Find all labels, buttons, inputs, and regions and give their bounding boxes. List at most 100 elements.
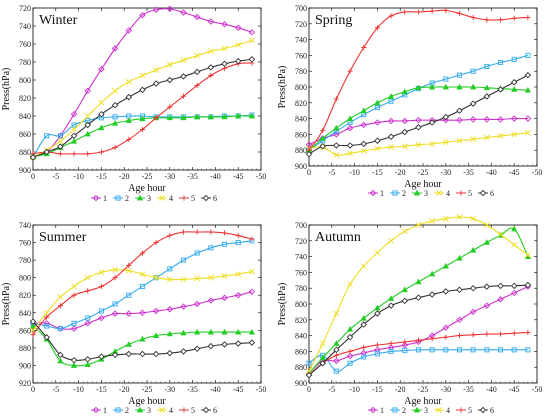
data-point xyxy=(166,61,173,68)
series-line-1 xyxy=(32,291,253,330)
y-axis-label: Press(hPa) xyxy=(1,68,12,111)
data-point xyxy=(346,326,354,332)
series-line-1 xyxy=(32,8,253,158)
data-point xyxy=(180,303,187,310)
legend-label: 1 xyxy=(103,406,107,415)
data-point xyxy=(98,110,105,118)
y-tick-label: 720 xyxy=(295,237,307,246)
data-point xyxy=(374,99,381,106)
data-point xyxy=(374,351,380,357)
data-point xyxy=(443,347,449,353)
data-point xyxy=(153,239,159,246)
data-point xyxy=(470,347,476,353)
series-5 xyxy=(306,329,531,378)
x-tick-label: -10 xyxy=(349,385,360,394)
y-tick-label: 760 xyxy=(19,239,31,248)
data-point xyxy=(180,329,187,336)
data-point xyxy=(401,341,408,349)
data-point xyxy=(207,113,214,120)
data-point xyxy=(333,352,339,358)
data-point xyxy=(126,136,132,142)
data-point xyxy=(153,115,159,121)
data-point xyxy=(511,225,518,232)
legend-label: 5 xyxy=(468,189,472,198)
data-point xyxy=(70,362,78,368)
data-point xyxy=(234,291,242,299)
data-point xyxy=(429,218,436,224)
data-point xyxy=(333,142,340,149)
data-point xyxy=(511,56,517,62)
data-point xyxy=(524,129,531,136)
data-point xyxy=(167,104,173,110)
data-point xyxy=(167,232,173,239)
data-point xyxy=(511,86,518,92)
series-6 xyxy=(29,56,256,161)
data-point xyxy=(111,101,119,109)
x-tick-label: -25 xyxy=(142,385,153,394)
data-point xyxy=(125,267,132,274)
data-point xyxy=(361,354,367,360)
data-point xyxy=(483,222,490,228)
data-point xyxy=(180,9,187,16)
y-tick-label: 840 xyxy=(19,112,31,121)
legend: 1 2 3 4 5 6 xyxy=(91,406,217,415)
y-tick-label: 900 xyxy=(295,379,307,388)
data-point xyxy=(346,352,354,360)
x-tick-label: -25 xyxy=(142,172,153,181)
data-point xyxy=(456,83,463,90)
data-point xyxy=(112,301,118,307)
data-point xyxy=(125,341,132,347)
data-point xyxy=(207,328,214,335)
data-point xyxy=(388,144,394,150)
y-tick-label: 820 xyxy=(295,99,307,108)
legend-label: 5 xyxy=(191,406,195,415)
x-tick-label: -45 xyxy=(509,168,520,177)
x-tick-label: 0 xyxy=(31,172,35,181)
data-point xyxy=(180,229,187,235)
legend-label: 6 xyxy=(490,189,494,198)
data-point xyxy=(306,360,312,366)
data-point xyxy=(319,360,326,367)
data-point xyxy=(166,76,174,84)
data-point xyxy=(510,115,518,122)
data-point xyxy=(484,17,490,23)
data-point xyxy=(374,310,381,317)
legend-marker xyxy=(436,407,442,413)
data-point xyxy=(166,5,174,13)
data-point xyxy=(415,222,422,228)
data-point xyxy=(497,116,504,123)
data-point xyxy=(347,281,353,288)
data-point xyxy=(360,315,367,321)
x-tick-label: -35 xyxy=(187,385,198,394)
data-point xyxy=(511,15,517,21)
data-point xyxy=(248,328,255,335)
data-point xyxy=(319,340,326,347)
data-point xyxy=(374,304,381,311)
data-point xyxy=(428,291,436,298)
data-point xyxy=(152,80,160,87)
data-point xyxy=(387,133,395,141)
data-point xyxy=(497,347,504,353)
data-point xyxy=(57,357,64,364)
data-point xyxy=(346,124,354,132)
data-point xyxy=(333,346,340,354)
y-tick-label: 780 xyxy=(19,58,31,67)
data-point xyxy=(29,322,37,329)
y-tick-label: 860 xyxy=(295,347,307,356)
series-4 xyxy=(30,266,255,334)
data-point xyxy=(98,283,104,290)
data-point xyxy=(374,342,380,348)
data-point xyxy=(208,229,214,235)
data-point xyxy=(207,48,214,55)
plot-frame xyxy=(32,7,262,171)
data-point xyxy=(221,341,228,348)
legend-marker xyxy=(458,190,464,196)
data-point xyxy=(320,127,326,134)
y-tick-label: 800 xyxy=(295,83,307,92)
series-3 xyxy=(305,83,531,153)
data-point xyxy=(374,119,381,126)
data-point xyxy=(57,151,63,157)
plot-frame xyxy=(308,224,538,384)
data-point xyxy=(374,25,380,31)
data-point xyxy=(319,135,326,141)
